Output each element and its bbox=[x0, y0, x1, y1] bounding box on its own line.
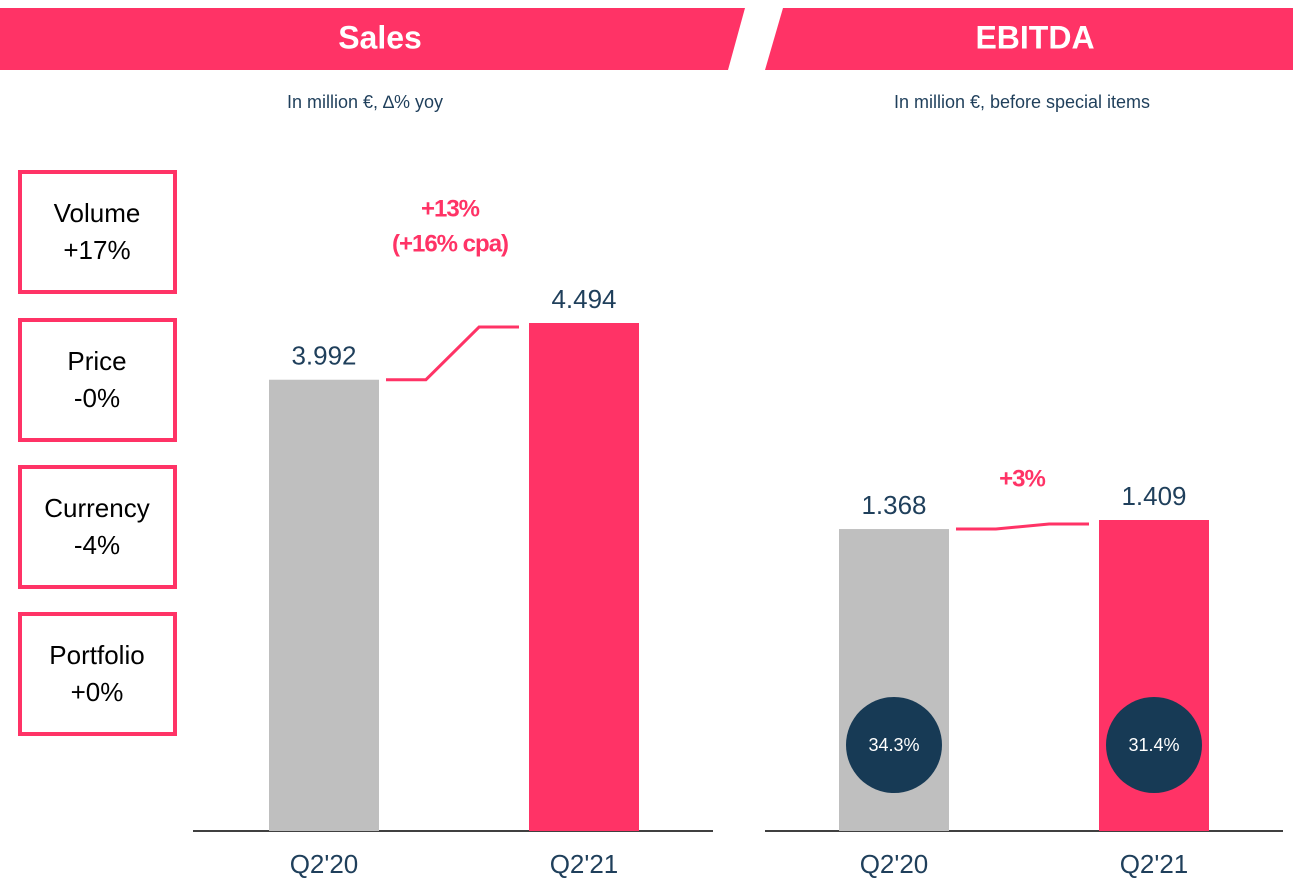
driver-value: +17% bbox=[63, 235, 130, 265]
driver-value: -4% bbox=[74, 530, 120, 560]
annotation: +3% bbox=[999, 465, 1045, 492]
bar bbox=[269, 379, 379, 831]
value-label: 1.409 bbox=[1121, 481, 1186, 511]
chart-title: Sales bbox=[338, 19, 422, 55]
chart-subtitle: In million €, before special items bbox=[894, 92, 1150, 112]
driver-label: Volume bbox=[54, 198, 141, 228]
x-tick-label: Q2'20 bbox=[290, 849, 359, 879]
x-tick-label: Q2'20 bbox=[860, 849, 929, 879]
driver-label: Currency bbox=[44, 493, 149, 523]
margin-label: 31.4% bbox=[1128, 735, 1179, 755]
driver-value: +0% bbox=[71, 677, 124, 707]
driver-box bbox=[18, 465, 177, 589]
value-label: 3.992 bbox=[291, 341, 356, 371]
driver-box bbox=[18, 612, 177, 736]
bar bbox=[529, 323, 639, 831]
chart-title: EBITDA bbox=[975, 19, 1094, 55]
driver-value: -0% bbox=[74, 383, 120, 413]
margin-circle bbox=[1106, 697, 1202, 793]
ebitda-banner bbox=[765, 8, 1293, 70]
margin-circle bbox=[846, 697, 942, 793]
annotation: +13% bbox=[421, 195, 480, 222]
driver-box bbox=[18, 170, 177, 294]
x-tick-label: Q2'21 bbox=[1120, 849, 1189, 879]
value-label: 4.494 bbox=[551, 284, 616, 314]
delta-connector bbox=[386, 325, 519, 382]
chart-subtitle: In million €, ∆% yoy bbox=[287, 92, 443, 112]
driver-label: Price bbox=[67, 346, 126, 376]
value-label: 1.368 bbox=[861, 490, 926, 520]
driver-label: Portfolio bbox=[49, 640, 144, 670]
margin-label: 34.3% bbox=[868, 735, 919, 755]
sales-banner bbox=[0, 8, 745, 70]
x-tick-label: Q2'21 bbox=[550, 849, 619, 879]
delta-connector bbox=[956, 522, 1089, 531]
driver-box bbox=[18, 318, 177, 442]
annotation: (+16% cpa) bbox=[392, 230, 508, 257]
